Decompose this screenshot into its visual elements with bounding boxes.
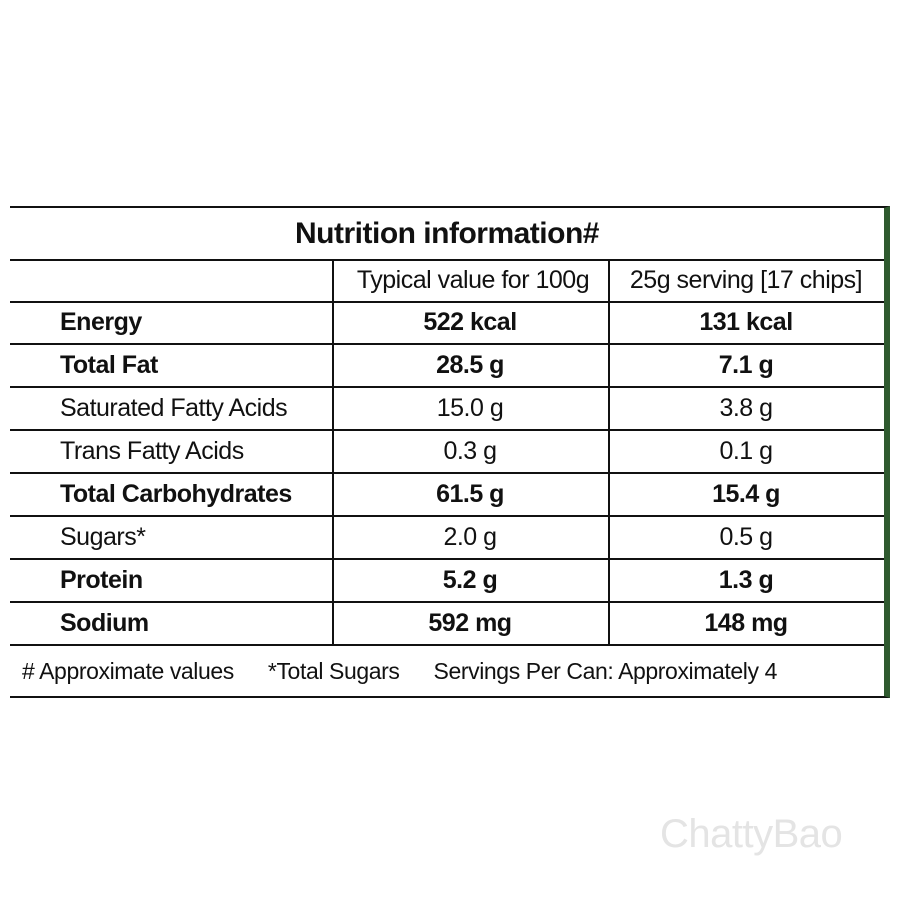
nutrient-label: Total Fat bbox=[60, 351, 158, 379]
value-100g: 61.5 g bbox=[436, 480, 504, 508]
value-serving: 1.3 g bbox=[718, 566, 774, 594]
value-serving: 3.8 g bbox=[719, 394, 773, 422]
row-divider bbox=[10, 601, 884, 603]
row-divider bbox=[10, 515, 884, 517]
nutrient-label: Protein bbox=[60, 566, 143, 594]
nutrient-label: Sodium bbox=[60, 609, 149, 637]
value-serving: 148 mg bbox=[704, 609, 788, 637]
row-divider bbox=[10, 429, 884, 431]
value-serving: 131 kcal bbox=[699, 308, 793, 336]
column-divider bbox=[608, 259, 610, 645]
watermark: ChattyBao bbox=[660, 812, 843, 856]
row-divider bbox=[10, 472, 884, 474]
value-serving: 15.4 g bbox=[712, 480, 780, 508]
row-divider bbox=[10, 259, 884, 261]
nutrient-label: Sugars* bbox=[60, 523, 146, 551]
row-divider bbox=[10, 558, 884, 560]
table-title: Nutrition information# bbox=[295, 216, 599, 250]
value-100g: 522 kcal bbox=[423, 308, 517, 336]
footnote: *Total Sugars bbox=[267, 657, 400, 684]
row-divider bbox=[10, 644, 884, 646]
value-100g: 5.2 g bbox=[442, 566, 498, 594]
value-serving: 0.1 g bbox=[719, 437, 773, 465]
value-100g: 15.0 g bbox=[436, 394, 504, 422]
value-100g: 2.0 g bbox=[443, 523, 497, 551]
column-header: Typical value for 100g bbox=[356, 265, 590, 294]
value-100g: 0.3 g bbox=[443, 437, 497, 465]
footnote: Servings Per Can: Approximately 4 bbox=[433, 657, 778, 684]
footnotes: # Approximate values *Total Sugars Serving… bbox=[10, 646, 884, 696]
nutrient-label: Trans Fatty Acids bbox=[60, 437, 244, 465]
value-100g: 28.5 g bbox=[436, 351, 504, 379]
footnote: # Approximate values bbox=[22, 657, 234, 684]
value-serving: 7.1 g bbox=[718, 351, 774, 379]
nutrient-label: Energy bbox=[60, 308, 142, 336]
nutrition-table: Nutrition information# # Approximate val… bbox=[10, 206, 890, 698]
row-divider bbox=[10, 301, 884, 303]
value-serving: 0.5 g bbox=[719, 523, 773, 551]
row-divider bbox=[10, 386, 884, 388]
value-100g: 592 mg bbox=[428, 609, 512, 637]
nutrient-label: Total Carbohydrates bbox=[60, 480, 292, 508]
row-divider bbox=[10, 343, 884, 345]
nutrient-label: Saturated Fatty Acids bbox=[60, 394, 288, 422]
column-divider bbox=[332, 259, 334, 645]
column-header: 25g serving [17 chips] bbox=[629, 265, 863, 294]
